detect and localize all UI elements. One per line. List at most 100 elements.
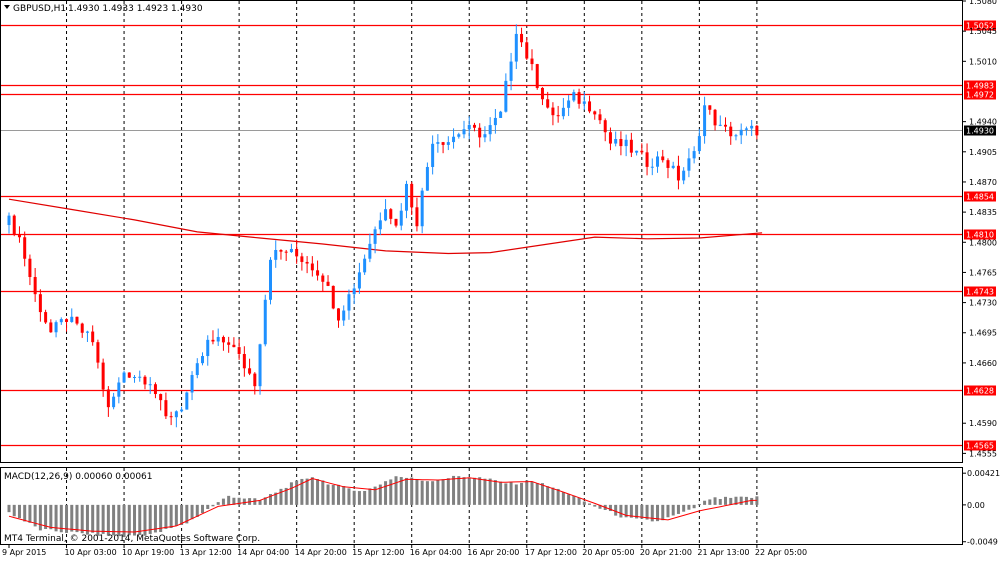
candle-body (253, 373, 257, 387)
candle-body (305, 261, 309, 264)
candle-body (645, 152, 649, 167)
macd-histogram-bar (645, 504, 649, 520)
candle-body (514, 33, 518, 62)
macd-histogram-bar (718, 498, 722, 505)
moving-average (8, 198, 763, 255)
candle-body (567, 100, 571, 108)
candle-body (96, 342, 100, 363)
macd-histogram-bar (499, 481, 503, 505)
candle-body (248, 368, 252, 374)
macd-histogram-bar (394, 476, 398, 505)
macd-histogram-bar (148, 504, 152, 534)
macd-histogram-bar (216, 502, 220, 505)
macd-histogram-bar (242, 498, 246, 505)
candle-body (404, 183, 408, 211)
candle-body (138, 376, 142, 378)
candle-body (750, 125, 754, 129)
candle-body (551, 107, 555, 116)
candle-body (546, 99, 550, 108)
level-price-tag (964, 440, 996, 451)
candle-body (321, 275, 325, 282)
macd-histogram-bar (567, 494, 571, 505)
candle-body (520, 33, 524, 43)
candle-body (530, 58, 534, 65)
candle-body (687, 158, 691, 171)
candle-body (357, 272, 361, 289)
candle-body (342, 310, 346, 321)
candle-body (143, 376, 147, 385)
macd-histogram-bar (96, 504, 100, 536)
macd-histogram-bar (431, 481, 435, 505)
level-price-label: 1.4854 (966, 193, 994, 202)
candle-body (624, 139, 628, 147)
candle-body (640, 150, 644, 153)
ohlc-text: 1.4930 1.4933 1.4923 1.4930 (68, 4, 203, 14)
macd-histogram-bar (514, 484, 518, 505)
candle-body (656, 156, 660, 167)
macd-histogram-bar (237, 497, 241, 505)
candle-body (159, 394, 163, 401)
macd-histogram-bar (363, 490, 367, 505)
time-tick-label: 14 Apr 04:00 (237, 548, 289, 557)
price-tick-label: 1.5080 (969, 0, 997, 6)
candle-body (661, 156, 665, 161)
macd-histogram-bar (608, 504, 612, 512)
macd-histogram-bar (221, 498, 225, 505)
level-price-label: 1.4565 (966, 442, 994, 451)
macd-histogram-bar (174, 504, 178, 526)
candle-body (441, 142, 445, 145)
macd-histogram-bar (185, 504, 189, 524)
price-tick-label: 1.4940 (969, 118, 997, 127)
macd-histogram-bar (624, 504, 628, 518)
macd-histogram-bar (289, 482, 293, 505)
candle-body (556, 115, 560, 117)
macd-panel-frame (0, 467, 963, 545)
macd-histogram-bar (112, 504, 116, 536)
macd-histogram-bar (258, 500, 262, 505)
macd-signal-line (8, 477, 757, 533)
price-tick-label: 1.4870 (969, 178, 997, 187)
candle-body (708, 105, 712, 110)
candle-body (744, 128, 748, 130)
macd-histogram-bar (263, 497, 267, 505)
macd-histogram-bar (75, 504, 79, 533)
macd-histogram-bar (153, 504, 157, 533)
candle-body (739, 129, 743, 136)
candle-body (509, 61, 513, 81)
symbol-title: GBPUSD,H1 (13, 4, 66, 14)
macd-histogram-bar (671, 504, 675, 516)
candle-body (436, 142, 440, 144)
time-tick-label: 20 Apr 21:00 (640, 548, 692, 557)
candle-body (23, 237, 27, 259)
dropdown-triangle-icon[interactable] (4, 5, 10, 9)
macd-histogram-bar (483, 478, 487, 505)
macd-histogram-bar (462, 477, 466, 505)
macd-histogram-bar (708, 499, 712, 505)
macd-histogram-bar (59, 504, 63, 533)
macd-histogram-bar (692, 504, 696, 509)
macd-histogram-bar (650, 504, 654, 522)
macd-histogram-bar (629, 504, 633, 518)
candle-body (724, 124, 728, 127)
macd-histogram-bar (420, 480, 424, 505)
candle-body (384, 209, 388, 221)
macd-histogram-bar (180, 504, 184, 525)
price-tick-label: 1.4730 (969, 299, 997, 308)
candle-body (582, 101, 586, 104)
time-tick-label: 14 Apr 20:00 (295, 548, 347, 557)
macd-histogram-bar (284, 487, 288, 505)
candle-body (153, 384, 157, 395)
bid-price-label: 1.4930 (966, 127, 994, 136)
main-panel-frame (0, 0, 963, 463)
macd-histogram-bar (23, 504, 27, 522)
candle-body (206, 339, 210, 357)
macd-histogram-bar (316, 479, 320, 505)
macd-histogram-bar (561, 492, 565, 505)
level-price-tag (964, 20, 996, 31)
level-price-label: 1.4972 (966, 91, 994, 100)
macd-histogram-bar (300, 478, 304, 505)
time-tick-label: 10 Apr 03:00 (65, 548, 117, 557)
macd-histogram-bar (331, 485, 335, 505)
candle-body (258, 344, 262, 387)
macd-histogram-bar (724, 496, 728, 505)
